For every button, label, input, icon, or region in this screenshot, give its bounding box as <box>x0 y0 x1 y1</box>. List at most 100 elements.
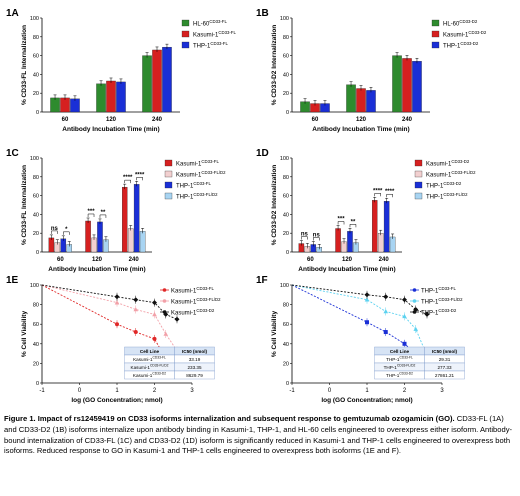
y-axis-label: % CD33-FL Internalization <box>21 25 28 105</box>
x-tick-label: 2 <box>403 388 407 394</box>
bar <box>356 88 366 113</box>
x-tick-label: 0 <box>78 388 82 394</box>
y-tick-label: 40 <box>283 212 289 218</box>
table-cell <box>174 370 215 380</box>
legend-entry: Kasumi-1CD33-FL <box>193 30 236 39</box>
table-value: THP-1CD33-FL/D2 <box>384 363 416 370</box>
significance-bracket <box>386 193 393 198</box>
data-point <box>174 316 180 322</box>
x-axis-label: log (GO Concentration; nmol) <box>321 397 412 404</box>
y-tick-label: 0 <box>286 250 289 256</box>
legend-swatch <box>414 192 423 200</box>
caption-title: Figure 1. Impact of rs12459419 on CD33 i… <box>4 414 455 423</box>
x-tick-label: 2 <box>153 388 157 394</box>
table-value: 277.33 <box>437 365 451 370</box>
legend-entry: THP-1CD33-FL/D2 <box>426 192 468 201</box>
panel-label: 1B <box>256 8 269 19</box>
table-value: Kasumi-1CD33-FL <box>133 355 166 362</box>
x-tick-label: 60 <box>62 117 69 123</box>
panel-label: 1D <box>256 148 269 159</box>
panel-label: 1C <box>6 148 19 159</box>
y-tick-label: 100 <box>30 156 39 162</box>
x-tick-label: 60 <box>57 257 64 263</box>
table-value: THP-1CD33-D2 <box>386 371 413 378</box>
panel-1b: 1B 0 20 40 60 80 100% CD33-D2 Internalization A… <box>256 8 487 133</box>
y-tick-label: 0 <box>36 250 39 256</box>
y-tick-label: 40 <box>33 72 39 78</box>
y-axis-label: % Cell Viability <box>21 311 28 358</box>
significance-label: **** <box>135 172 145 178</box>
table-value: 33.19 <box>189 357 201 362</box>
figure-caption: Figure 1. Impact of rs12459419 on CD33 i… <box>4 414 518 457</box>
bar <box>377 233 384 253</box>
legend-entry: HL-60CD33-D2 <box>443 19 478 28</box>
bar <box>48 237 55 253</box>
bar <box>127 228 134 253</box>
significance-bracket <box>136 177 143 181</box>
legend-entry: Kasumi-1CD33-D2 <box>426 159 470 168</box>
caption-body: CD33-FL (1A) and CD33-D2 (1B) isoforms i… <box>4 414 513 456</box>
legend-swatch <box>431 19 440 27</box>
legend-entry: Kasumi-1CD33-FL/D2 <box>171 297 221 306</box>
legend-swatch <box>162 299 167 303</box>
bar <box>412 61 422 113</box>
y-tick-label: 20 <box>283 361 289 367</box>
significance-label: * <box>65 227 68 233</box>
data-point <box>413 326 419 331</box>
significance-label: **** <box>385 189 395 195</box>
x-tick-label: -1 <box>39 388 45 394</box>
table-value: Kasumi-1CD33-D2 <box>133 371 166 378</box>
data-point <box>424 311 430 317</box>
bar <box>97 221 103 253</box>
significance-bracket <box>374 193 381 197</box>
table-cell <box>424 370 465 380</box>
x-tick-label: 3 <box>190 388 194 394</box>
x-tick-label: 120 <box>106 117 117 123</box>
panel-1a: 1A 0 20 40 60 80 100% CD33-FL Internalization A… <box>6 8 236 133</box>
data-point <box>402 313 407 319</box>
table-value: 233.35 <box>187 365 201 370</box>
y-tick-label: 80 <box>283 35 289 41</box>
bar <box>389 236 396 253</box>
bar <box>122 186 128 253</box>
y-tick-label: 80 <box>283 303 289 309</box>
data-point <box>364 297 370 302</box>
x-tick-label: 120 <box>356 117 367 123</box>
y-tick-label: 60 <box>33 54 39 60</box>
data-point <box>133 297 139 303</box>
data-point <box>152 336 157 341</box>
significance-label: ** <box>351 219 356 225</box>
y-tick-label: 0 <box>286 381 289 387</box>
significance-label: **** <box>123 175 133 181</box>
fit-curve <box>41 284 178 351</box>
bar <box>346 84 356 113</box>
bar <box>139 231 146 253</box>
significance-label: ** <box>101 210 106 216</box>
y-tick-label: 80 <box>33 35 39 41</box>
x-tick-label: 240 <box>129 257 140 263</box>
bar <box>152 49 162 113</box>
bar <box>96 83 106 113</box>
legend-entry: Kasumi-1CD33-FL <box>176 159 219 168</box>
bar <box>347 231 353 253</box>
legend-entry: Kasumi-1CD33-FL/D2 <box>426 170 476 179</box>
bar <box>133 184 140 253</box>
fit-curve <box>291 284 428 374</box>
y-tick-label: 60 <box>283 54 289 60</box>
x-tick-label: 120 <box>92 257 103 263</box>
significance-label: *** <box>88 209 96 215</box>
legend-entry: HL-60CD33-FL <box>193 19 227 28</box>
panel-1d: 1D 0 20 40 60 80 100% CD33-D2 Internalization A… <box>256 148 476 273</box>
y-tick-label: 40 <box>33 342 39 348</box>
legend-entry: THP-1CD33-D2 <box>443 41 479 50</box>
table-header: Cell Line <box>390 349 410 354</box>
legend-swatch <box>412 310 417 314</box>
legend-swatch <box>164 159 173 167</box>
y-tick-label: 100 <box>280 156 289 162</box>
bar <box>162 46 172 113</box>
data-point <box>383 309 389 314</box>
x-tick-label: 120 <box>342 257 353 263</box>
x-axis-label: Antibody Incubation Time (min) <box>48 266 145 273</box>
panel-label: 1A <box>6 8 19 19</box>
